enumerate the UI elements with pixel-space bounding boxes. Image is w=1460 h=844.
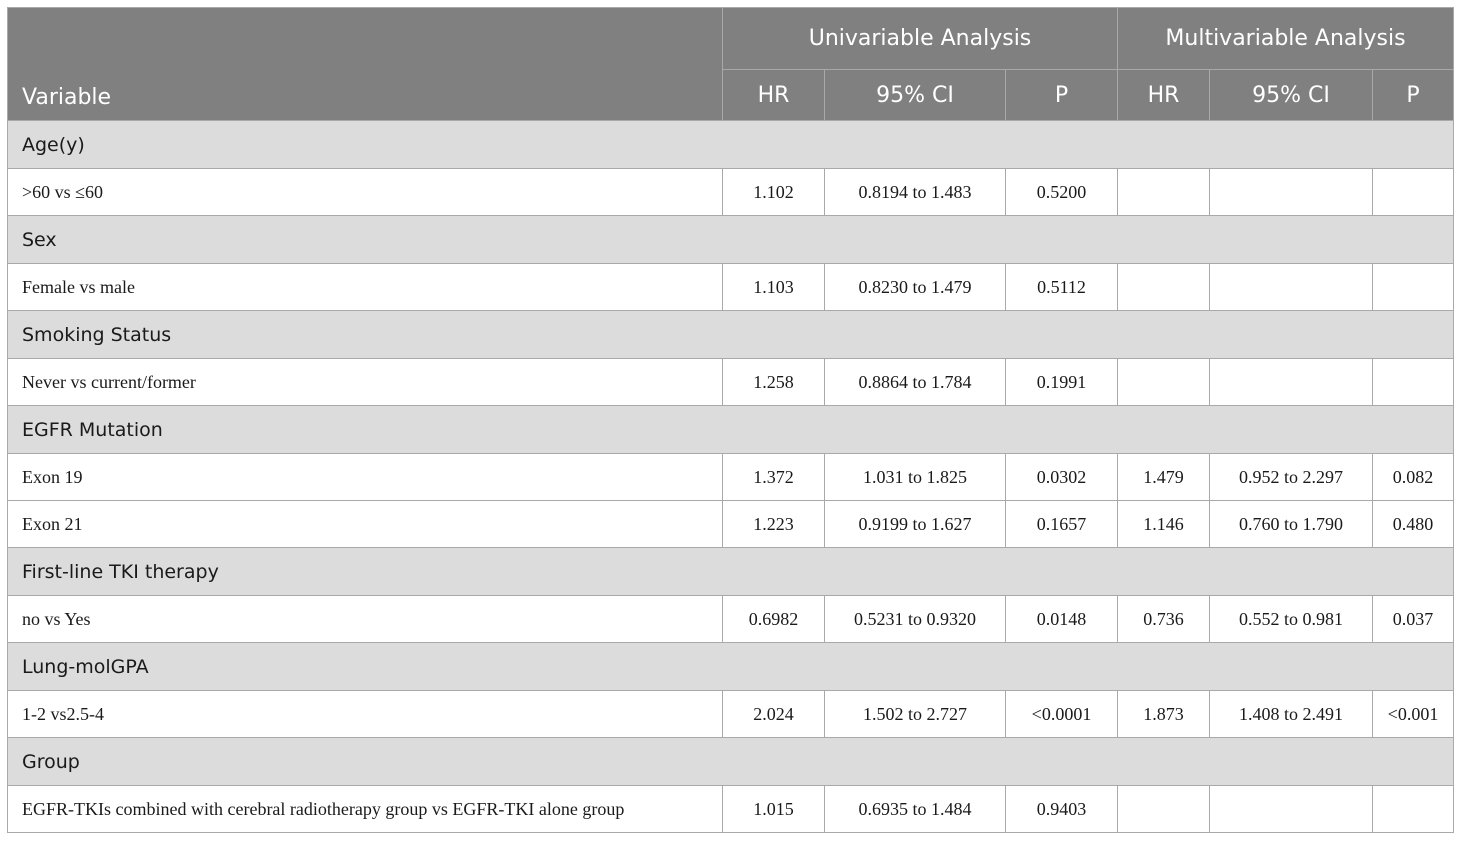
multi-p-header: P bbox=[1372, 69, 1454, 121]
multi-p-cell: <0.001 bbox=[1372, 690, 1454, 738]
uni-hr-cell: 0.6982 bbox=[722, 595, 825, 643]
multi-ci-cell: 0.952 to 2.297 bbox=[1209, 453, 1373, 501]
uni-hr-cell: 2.024 bbox=[722, 690, 825, 738]
uni-p-cell: 0.1657 bbox=[1005, 500, 1118, 548]
multi-ci-cell: 0.760 to 1.790 bbox=[1209, 500, 1373, 548]
uni-ci-cell: 1.031 to 1.825 bbox=[824, 453, 1006, 501]
uni-p-cell: 0.1991 bbox=[1005, 358, 1118, 406]
univariable-header: Univariable Analysis bbox=[722, 7, 1118, 70]
multi-hr-cell: 1.146 bbox=[1117, 500, 1210, 548]
uni-p-cell: 0.5200 bbox=[1005, 168, 1118, 216]
multi-hr-cell: 1.479 bbox=[1117, 453, 1210, 501]
multi-p-cell: 0.037 bbox=[1372, 595, 1454, 643]
uni-ci-cell: 0.9199 to 1.627 bbox=[824, 500, 1006, 548]
results-table: Variable Univariable Analysis Multivaria… bbox=[7, 7, 1454, 833]
multi-hr-header: HR bbox=[1117, 69, 1210, 121]
multi-ci-cell bbox=[1209, 358, 1373, 406]
multi-hr-cell bbox=[1117, 358, 1210, 406]
uni-p-cell: 0.5112 bbox=[1005, 263, 1118, 311]
uni-p-cell: <0.0001 bbox=[1005, 690, 1118, 738]
table-header: Variable Univariable Analysis Multivaria… bbox=[7, 7, 1454, 121]
table-row: >60 vs ≤60 1.102 0.8194 to 1.483 0.5200 bbox=[7, 168, 1454, 216]
multi-p-cell bbox=[1372, 263, 1454, 311]
uni-hr-cell: 1.103 bbox=[722, 263, 825, 311]
uni-p-cell: 0.9403 bbox=[1005, 785, 1118, 833]
row-label: Never vs current/former bbox=[7, 358, 723, 406]
uni-p-cell: 0.0148 bbox=[1005, 595, 1118, 643]
category-label: Sex bbox=[7, 215, 1454, 264]
table-row: Never vs current/former 1.258 0.8864 to 1.… bbox=[7, 358, 1454, 406]
uni-ci-cell: 0.8230 to 1.479 bbox=[824, 263, 1006, 311]
uni-ci-header: 95% CI bbox=[824, 69, 1006, 121]
category-label: Age(y) bbox=[7, 120, 1454, 169]
multivariable-header: Multivariable Analysis bbox=[1117, 7, 1454, 70]
uni-hr-cell: 1.258 bbox=[722, 358, 825, 406]
table-row: no vs Yes 0.6982 0.5231 to 0.9320 0.0148 0.7… bbox=[7, 595, 1454, 643]
row-label: >60 vs ≤60 bbox=[7, 168, 723, 216]
category-label: EGFR Mutation bbox=[7, 405, 1454, 454]
table-row: EGFR-TKIs combined with cerebral radioth… bbox=[7, 785, 1454, 833]
table-body: Age(y) >60 vs ≤60 1.102 0.8194 to 1.483 0.52… bbox=[7, 120, 1454, 833]
row-label: EGFR-TKIs combined with cerebral radioth… bbox=[7, 785, 723, 833]
category-row: Sex bbox=[7, 215, 1454, 264]
category-row: Age(y) bbox=[7, 120, 1454, 169]
uni-ci-cell: 0.5231 to 0.9320 bbox=[824, 595, 1006, 643]
category-row: EGFR Mutation bbox=[7, 405, 1454, 454]
multi-p-cell: 0.480 bbox=[1372, 500, 1454, 548]
multi-p-cell bbox=[1372, 168, 1454, 216]
multi-hr-cell bbox=[1117, 785, 1210, 833]
uni-p-header: P bbox=[1005, 69, 1118, 121]
category-label: Group bbox=[7, 737, 1454, 786]
multi-ci-cell bbox=[1209, 263, 1373, 311]
uni-ci-cell: 0.8194 to 1.483 bbox=[824, 168, 1006, 216]
multi-ci-cell: 1.408 to 2.491 bbox=[1209, 690, 1373, 738]
uni-ci-cell: 0.8864 to 1.784 bbox=[824, 358, 1006, 406]
row-label: Female vs male bbox=[7, 263, 723, 311]
multi-ci-cell bbox=[1209, 168, 1373, 216]
multi-p-cell bbox=[1372, 785, 1454, 833]
multi-hr-cell bbox=[1117, 263, 1210, 311]
table-row: Female vs male 1.103 0.8230 to 1.479 0.5112 bbox=[7, 263, 1454, 311]
multi-hr-cell: 1.873 bbox=[1117, 690, 1210, 738]
multi-ci-cell bbox=[1209, 785, 1373, 833]
uni-hr-cell: 1.372 bbox=[722, 453, 825, 501]
table-row: Exon 21 1.223 0.9199 to 1.627 0.1657 1.146 0.… bbox=[7, 500, 1454, 548]
category-label: Lung-molGPA bbox=[7, 642, 1454, 691]
category-label: Smoking Status bbox=[7, 310, 1454, 359]
row-label: no vs Yes bbox=[7, 595, 723, 643]
category-row: Lung-molGPA bbox=[7, 642, 1454, 691]
uni-hr-cell: 1.102 bbox=[722, 168, 825, 216]
multi-ci-cell: 0.552 to 0.981 bbox=[1209, 595, 1373, 643]
multi-p-cell: 0.082 bbox=[1372, 453, 1454, 501]
category-row: First-line TKI therapy bbox=[7, 547, 1454, 596]
row-label: 1-2 vs2.5-4 bbox=[7, 690, 723, 738]
uni-hr-header: HR bbox=[722, 69, 825, 121]
category-label: First-line TKI therapy bbox=[7, 547, 1454, 596]
multi-hr-cell: 0.736 bbox=[1117, 595, 1210, 643]
uni-ci-cell: 0.6935 to 1.484 bbox=[824, 785, 1006, 833]
multi-hr-cell bbox=[1117, 168, 1210, 216]
table-row: 1-2 vs2.5-4 2.024 1.502 to 2.727 <0.0001 1.8… bbox=[7, 690, 1454, 738]
row-label: Exon 19 bbox=[7, 453, 723, 501]
uni-hr-cell: 1.015 bbox=[722, 785, 825, 833]
table-row: Exon 19 1.372 1.031 to 1.825 0.0302 1.479 0.9… bbox=[7, 453, 1454, 501]
row-label: Exon 21 bbox=[7, 500, 723, 548]
multi-p-cell bbox=[1372, 358, 1454, 406]
category-row: Smoking Status bbox=[7, 310, 1454, 359]
uni-ci-cell: 1.502 to 2.727 bbox=[824, 690, 1006, 738]
category-row: Group bbox=[7, 737, 1454, 786]
uni-hr-cell: 1.223 bbox=[722, 500, 825, 548]
multi-ci-header: 95% CI bbox=[1209, 69, 1373, 121]
variable-header: Variable bbox=[7, 7, 723, 121]
uni-p-cell: 0.0302 bbox=[1005, 453, 1118, 501]
